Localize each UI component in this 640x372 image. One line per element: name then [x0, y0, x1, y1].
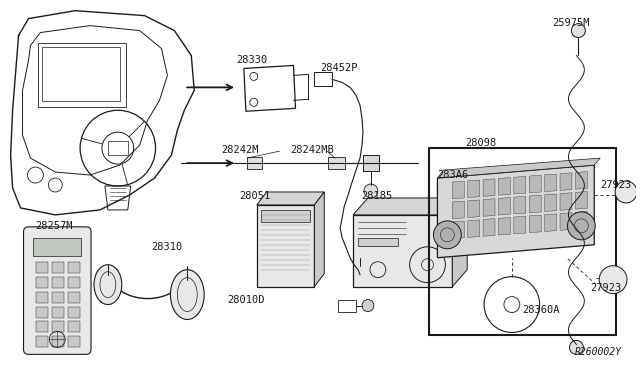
Text: 28010D: 28010D: [227, 295, 264, 305]
Bar: [52, 277, 64, 288]
Bar: [314, 73, 332, 86]
Polygon shape: [514, 176, 526, 194]
Bar: [363, 155, 379, 171]
Circle shape: [570, 340, 583, 355]
Bar: [52, 336, 64, 347]
Bar: [68, 262, 80, 273]
Polygon shape: [545, 174, 557, 192]
Polygon shape: [468, 180, 479, 198]
Circle shape: [433, 221, 461, 249]
Ellipse shape: [170, 270, 204, 320]
Text: 28310: 28310: [152, 242, 183, 252]
Text: 28051: 28051: [239, 191, 270, 201]
Bar: [68, 321, 80, 333]
Bar: [68, 277, 80, 288]
Circle shape: [599, 266, 627, 294]
Polygon shape: [483, 199, 495, 216]
Bar: [358, 238, 397, 246]
Bar: [52, 307, 64, 318]
Polygon shape: [499, 218, 510, 235]
Polygon shape: [575, 212, 588, 229]
Polygon shape: [499, 178, 510, 195]
Circle shape: [364, 184, 378, 198]
Text: 28242MB: 28242MB: [291, 145, 334, 155]
Circle shape: [615, 181, 637, 203]
Bar: [247, 157, 262, 169]
Polygon shape: [529, 195, 541, 213]
Circle shape: [362, 299, 374, 311]
Polygon shape: [529, 175, 541, 193]
Bar: [257, 205, 314, 286]
Polygon shape: [468, 200, 479, 218]
Polygon shape: [452, 181, 464, 199]
Ellipse shape: [94, 265, 122, 305]
Polygon shape: [353, 198, 467, 215]
Bar: [328, 157, 345, 169]
Text: 27923: 27923: [590, 283, 621, 293]
Polygon shape: [452, 201, 464, 219]
Polygon shape: [514, 216, 526, 234]
Text: 28185: 28185: [361, 191, 392, 201]
FancyBboxPatch shape: [24, 227, 91, 355]
Polygon shape: [575, 171, 588, 189]
Polygon shape: [545, 194, 557, 212]
Polygon shape: [545, 214, 557, 231]
Bar: [68, 307, 80, 318]
Text: 28098: 28098: [465, 138, 497, 148]
Polygon shape: [452, 221, 464, 238]
Bar: [42, 46, 120, 101]
Circle shape: [355, 265, 365, 275]
Polygon shape: [437, 165, 595, 258]
Bar: [36, 336, 49, 347]
Bar: [68, 336, 80, 347]
Bar: [338, 299, 356, 311]
Circle shape: [568, 212, 595, 240]
Bar: [52, 321, 64, 333]
Bar: [38, 42, 126, 107]
Polygon shape: [514, 196, 526, 214]
Bar: [36, 307, 49, 318]
Polygon shape: [529, 215, 541, 232]
Polygon shape: [560, 173, 572, 190]
Text: 25975M: 25975M: [552, 17, 590, 28]
Circle shape: [356, 278, 364, 286]
Bar: [52, 262, 64, 273]
Bar: [353, 215, 452, 286]
Polygon shape: [560, 213, 572, 230]
Text: 28330: 28330: [236, 55, 267, 65]
Polygon shape: [314, 192, 324, 286]
Polygon shape: [257, 192, 324, 205]
Bar: [33, 238, 81, 256]
Polygon shape: [483, 179, 495, 196]
Bar: [36, 262, 49, 273]
Text: 28360A: 28360A: [522, 305, 559, 315]
Bar: [260, 210, 310, 222]
Bar: [429, 148, 616, 336]
Polygon shape: [437, 158, 600, 178]
Bar: [52, 292, 64, 302]
Bar: [36, 277, 49, 288]
Text: 283A6: 283A6: [437, 170, 468, 180]
Text: 28257M: 28257M: [35, 221, 73, 231]
Bar: [68, 292, 80, 302]
Polygon shape: [468, 220, 479, 237]
Circle shape: [572, 23, 586, 38]
Bar: [108, 141, 128, 155]
Polygon shape: [499, 198, 510, 215]
Text: R260002Y: R260002Y: [575, 347, 622, 357]
Polygon shape: [452, 198, 467, 286]
Text: 28242M: 28242M: [221, 145, 259, 155]
Polygon shape: [483, 219, 495, 236]
Text: 27923: 27923: [600, 180, 632, 190]
Text: 28452P: 28452P: [320, 64, 358, 73]
Polygon shape: [560, 193, 572, 210]
Bar: [36, 321, 49, 333]
Polygon shape: [575, 192, 588, 209]
Bar: [36, 292, 49, 302]
